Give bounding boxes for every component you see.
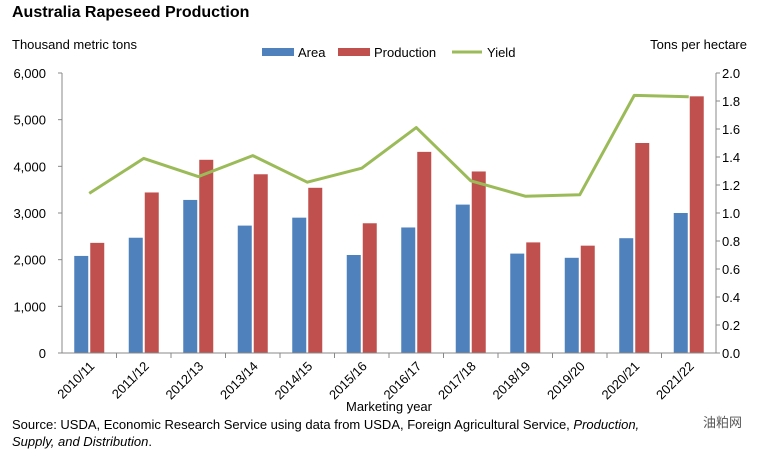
bar-production bbox=[90, 242, 105, 353]
yield-line bbox=[88, 93, 689, 198]
source-note: Source: USDA, Economic Research Service … bbox=[12, 417, 639, 432]
x-axis-label: Marketing year bbox=[346, 399, 433, 414]
bar-area bbox=[401, 227, 416, 353]
bar-area bbox=[74, 255, 89, 353]
x-tick-label: 2014/15 bbox=[272, 359, 316, 403]
chart-title: Australia Rapeseed Production bbox=[12, 4, 249, 21]
x-tick-label: 2011/12 bbox=[109, 359, 152, 402]
legend-area-swatch bbox=[262, 48, 294, 56]
bar-production bbox=[253, 174, 268, 353]
left-tick-label: 4,000 bbox=[13, 159, 46, 174]
bar-production bbox=[199, 159, 214, 353]
left-tick-label: 0 bbox=[39, 346, 46, 361]
left-tick-label: 5,000 bbox=[13, 113, 46, 128]
left-axis-label: Thousand metric tons bbox=[12, 37, 138, 52]
right-tick-label: 1.2 bbox=[722, 178, 740, 193]
right-tick-label: 2.0 bbox=[722, 66, 740, 81]
bar-area bbox=[346, 255, 361, 353]
x-tick-label: 2017/18 bbox=[435, 359, 479, 403]
x-tick-label: 2018/19 bbox=[490, 359, 534, 403]
right-tick-label: 1.6 bbox=[722, 122, 740, 137]
bar-area bbox=[673, 213, 688, 353]
x-tick-label: 2010/11 bbox=[54, 359, 97, 402]
bar-area bbox=[183, 199, 198, 353]
left-tick-label: 2,000 bbox=[13, 253, 46, 268]
source-italic-2: Supply, and Distribution bbox=[12, 434, 148, 449]
bar-production bbox=[526, 242, 541, 353]
bar-area bbox=[510, 253, 525, 353]
right-tick-label: 0.0 bbox=[722, 346, 740, 361]
left-tick-label: 6,000 bbox=[13, 66, 46, 81]
legend-area-label: Area bbox=[298, 45, 326, 60]
source-prefix: Source: USDA, Economic Research Service … bbox=[12, 417, 573, 432]
bar-area bbox=[128, 237, 143, 353]
x-tick-label: 2013/14 bbox=[217, 359, 261, 403]
left-tick-label: 1,000 bbox=[13, 299, 46, 314]
bar-production bbox=[417, 151, 432, 353]
left-tick-label: 3,000 bbox=[13, 206, 46, 221]
legend-yield-label: Yield bbox=[487, 45, 515, 60]
right-axis-label: Tons per hectare bbox=[650, 37, 747, 52]
bar-production bbox=[471, 171, 486, 353]
bar-production bbox=[689, 96, 704, 353]
bar-production bbox=[144, 192, 159, 353]
x-tick-label: 2016/17 bbox=[381, 359, 425, 403]
x-tick-label: 2015/16 bbox=[326, 359, 370, 403]
right-tick-label: 0.8 bbox=[722, 234, 740, 249]
x-tick-label: 2020/21 bbox=[599, 359, 643, 403]
legend-production-swatch bbox=[338, 48, 370, 56]
right-tick-label: 0.2 bbox=[722, 318, 740, 333]
bar-production bbox=[362, 223, 377, 353]
source-note-line2: Supply, and Distribution. bbox=[12, 434, 152, 449]
source-italic-1: Production, bbox=[573, 417, 639, 432]
bar-area bbox=[619, 238, 634, 353]
right-tick-label: 1.0 bbox=[722, 206, 740, 221]
right-tick-label: 0.4 bbox=[722, 290, 740, 305]
source-suffix: . bbox=[148, 434, 152, 449]
right-tick-label: 1.4 bbox=[722, 150, 740, 165]
bar-production bbox=[308, 187, 323, 353]
watermark: 油粕网 bbox=[703, 416, 742, 431]
plot-area: 0 1,000 2,000 3,000 4,000 5,000 6,000 0.0 0.2 0.4… bbox=[13, 66, 740, 402]
bar-area bbox=[455, 204, 470, 353]
x-tick-label: 2019/20 bbox=[544, 359, 588, 403]
x-tick-label: 2021/22 bbox=[653, 359, 697, 403]
bar-area bbox=[292, 217, 307, 353]
legend: Area Production Yield bbox=[262, 45, 515, 60]
right-tick-label: 1.8 bbox=[722, 94, 740, 109]
bar-production bbox=[635, 143, 650, 353]
right-tick-label: 0.6 bbox=[722, 262, 740, 277]
bar-production bbox=[580, 245, 595, 353]
bar-area bbox=[237, 225, 252, 353]
x-tick-label: 2012/13 bbox=[163, 359, 207, 403]
legend-production-label: Production bbox=[374, 45, 436, 60]
bar-area bbox=[564, 257, 579, 353]
